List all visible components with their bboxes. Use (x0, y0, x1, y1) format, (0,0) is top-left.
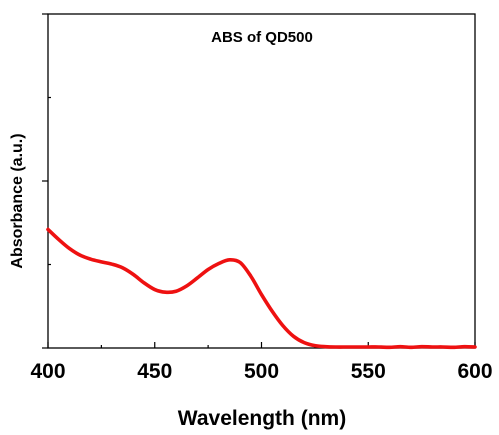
x-tick-label: 500 (244, 360, 279, 383)
y-axis-label: Absorbance (a.u.) (9, 133, 26, 268)
x-axis-label: Wavelength (nm) (178, 407, 346, 430)
absorbance-series-line (46, 227, 477, 350)
x-tick-label: 550 (351, 360, 386, 383)
x-axis-tick-labels: 400 450 500 550 600 (30, 360, 492, 383)
chart-title: ABS of QD500 (211, 29, 313, 46)
x-tick-label: 450 (137, 360, 172, 383)
y-axis-ticks (42, 13, 51, 349)
x-tick-label: 600 (457, 360, 492, 383)
x-tick-label: 400 (30, 360, 65, 383)
